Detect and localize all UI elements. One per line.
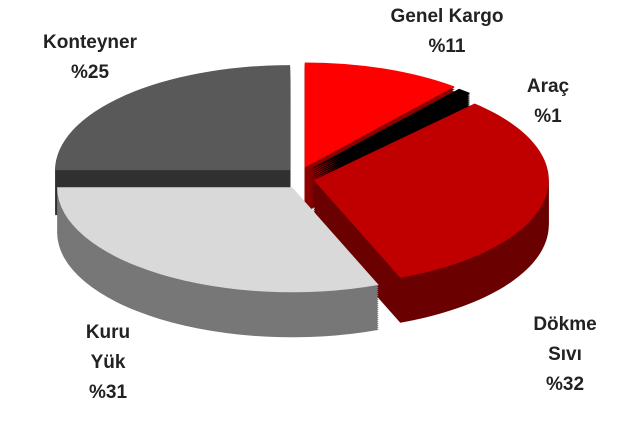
category-label: Genel Kargo (390, 6, 504, 27)
category-label: Araç (526, 76, 570, 97)
category-label: Kuru Yük (85, 322, 131, 373)
value-label: %11 (428, 36, 466, 57)
slice (309, 88, 471, 170)
slice (304, 62, 455, 168)
slice-label: Araç %1 (518, 72, 578, 132)
value-label: %31 (88, 382, 128, 403)
slice-label: Kuru Yük %31 (73, 318, 143, 408)
slice-label: Konteyner %25 (10, 28, 170, 88)
slice (55, 65, 291, 171)
slice (313, 103, 549, 278)
value-label: %32 (545, 374, 585, 395)
slice (57, 187, 379, 293)
value-label: %25 (70, 62, 110, 83)
slice-label: Genel Kargo %11 (367, 2, 527, 62)
value-label: %1 (534, 106, 562, 127)
slice-label: Dökme Sıvı %32 (520, 310, 610, 400)
category-label: Konteyner (43, 32, 137, 53)
category-label: Dökme Sıvı (533, 314, 597, 365)
